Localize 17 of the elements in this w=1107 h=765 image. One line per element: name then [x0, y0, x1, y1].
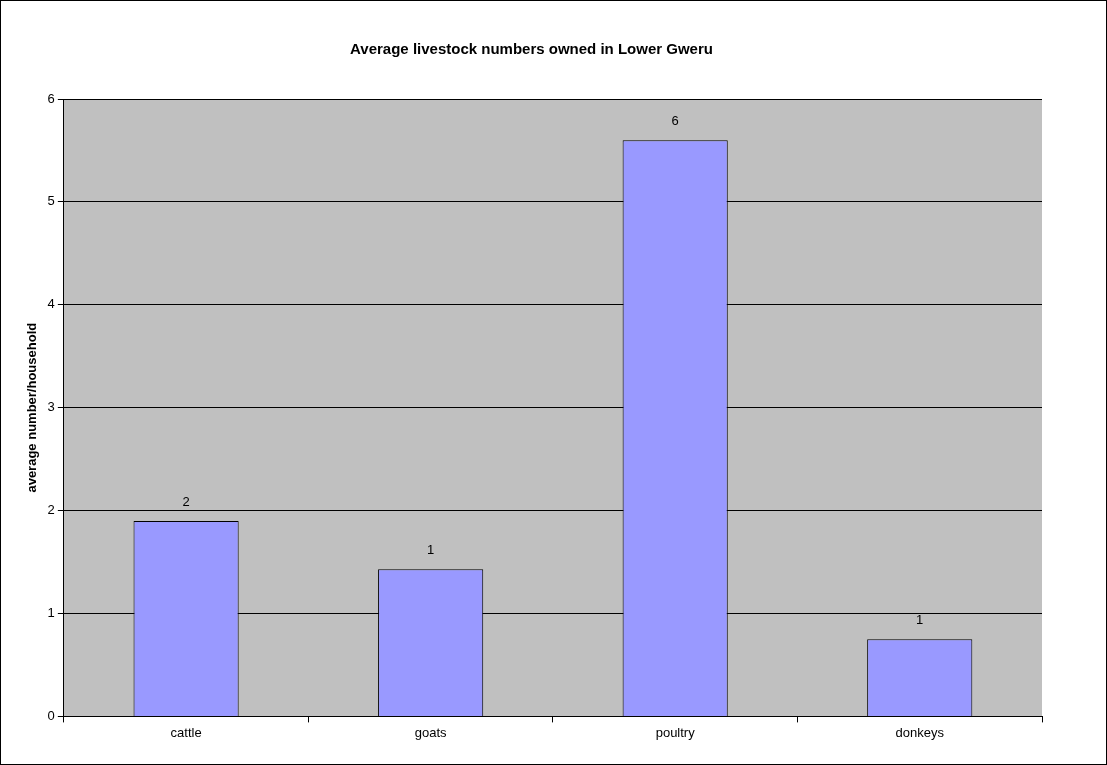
y-axis-title: average number/household [24, 322, 40, 493]
x-tick-label: donkeys [895, 724, 945, 740]
data-label: 1 [427, 542, 435, 558]
y-tick-label: 2 [47, 502, 55, 518]
x-tick-label: poultry [655, 724, 696, 740]
y-tick-label: 6 [47, 90, 55, 106]
y-tick-label: 4 [47, 296, 55, 312]
chart-title: Average livestock numbers owned in Lower Gweru [350, 40, 713, 58]
x-tick-label: cattle [170, 724, 202, 740]
data-label: 2 [182, 493, 190, 509]
y-tick-label: 3 [47, 399, 55, 415]
x-tick-label: goats [414, 724, 448, 740]
data-label: 6 [671, 113, 679, 129]
y-tick-label: 5 [47, 193, 55, 209]
y-tick-label: 0 [47, 707, 55, 723]
data-label: 1 [916, 612, 924, 628]
y-tick-label: 1 [47, 605, 55, 621]
